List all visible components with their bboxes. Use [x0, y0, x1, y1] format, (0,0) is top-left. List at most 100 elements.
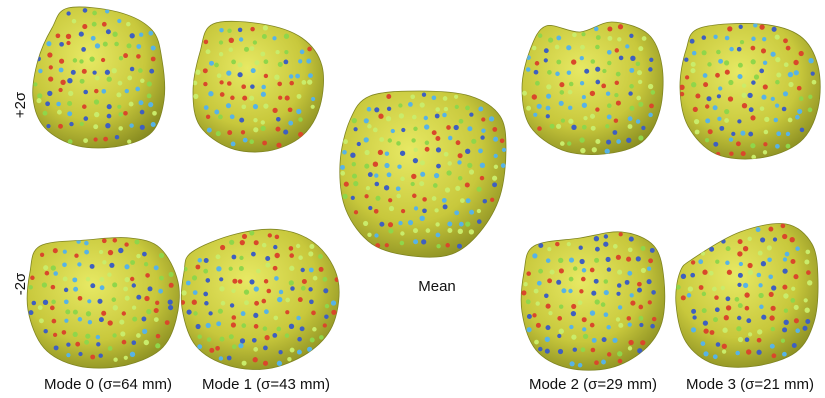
correspondence-point: [725, 305, 732, 311]
correspondence-point: [594, 257, 600, 263]
correspondence-point: [114, 134, 120, 140]
correspondence-point: [227, 28, 232, 34]
correspondence-point: [58, 123, 63, 129]
correspondence-point: [278, 350, 283, 355]
correspondence-point: [296, 93, 302, 99]
correspondence-point: [590, 125, 596, 131]
correspondence-point: [579, 137, 585, 143]
correspondence-point: [458, 118, 464, 124]
correspondence-point: [287, 107, 293, 113]
correspondence-point: [607, 26, 613, 32]
correspondence-point: [146, 81, 152, 87]
correspondence-point: [114, 41, 119, 47]
correspondence-point: [232, 278, 238, 284]
correspondence-point: [274, 234, 280, 240]
correspondence-point: [83, 89, 89, 95]
correspondence-point: [400, 176, 405, 182]
correspondence-point: [149, 68, 155, 74]
correspondence-point: [351, 117, 357, 124]
correspondence-point: [150, 121, 156, 128]
correspondence-point: [56, 109, 62, 115]
correspondence-point: [272, 107, 278, 114]
correspondence-point: [648, 258, 654, 264]
correspondence-point: [123, 286, 128, 292]
correspondence-point: [457, 153, 463, 159]
correspondence-point: [806, 270, 811, 275]
correspondence-point: [400, 208, 406, 214]
correspondence-point: [92, 70, 97, 75]
correspondence-point: [251, 337, 257, 343]
correspondence-point: [639, 322, 644, 328]
correspondence-point: [727, 96, 734, 102]
correspondence-point: [490, 197, 495, 202]
correspondence-point: [735, 141, 741, 147]
correspondence-point: [594, 246, 600, 252]
correspondence-point: [275, 126, 281, 132]
correspondence-point: [85, 311, 92, 317]
correspondence-point: [617, 37, 622, 42]
correspondence-point: [737, 239, 743, 245]
correspondence-point: [158, 288, 164, 294]
correspondence-point: [581, 94, 587, 100]
correspondence-point: [373, 208, 379, 214]
correspondence-point: [121, 311, 126, 316]
correspondence-point: [99, 285, 105, 291]
correspondence-point: [323, 288, 329, 294]
correspondence-point: [192, 290, 198, 295]
correspondence-point: [181, 290, 187, 296]
correspondence-point: [79, 121, 84, 127]
correspondence-point: [367, 172, 373, 178]
correspondence-point: [126, 43, 132, 49]
correspondence-point: [802, 325, 808, 331]
mode-1-minus-shape: [180, 228, 340, 370]
correspondence-point: [535, 301, 540, 306]
correspondence-point: [238, 37, 244, 42]
correspondence-point: [253, 118, 258, 123]
correspondence-point: [544, 336, 550, 342]
correspondence-point: [276, 360, 283, 366]
correspondence-point: [638, 101, 644, 107]
correspondence-point: [605, 124, 610, 129]
correspondence-point: [431, 95, 437, 101]
correspondence-point: [74, 253, 79, 258]
correspondence-point: [703, 82, 709, 88]
correspondence-point: [775, 143, 780, 149]
correspondence-point: [253, 324, 259, 329]
correspondence-point: [51, 299, 56, 305]
correspondence-point: [791, 286, 796, 291]
correspondence-point: [203, 39, 209, 45]
correspondence-point: [791, 343, 797, 348]
correspondence-point: [131, 305, 137, 310]
correspondence-points: [193, 25, 316, 148]
correspondence-point: [254, 60, 260, 66]
correspondence-point: [98, 317, 104, 323]
correspondence-point: [556, 279, 562, 285]
correspondence-point: [593, 278, 599, 284]
correspondence-point: [385, 116, 392, 122]
correspondence-point: [388, 198, 393, 203]
correspondence-point: [136, 294, 142, 300]
correspondence-point: [526, 314, 532, 319]
correspondence-point: [476, 186, 482, 192]
correspondence-point: [261, 242, 267, 248]
correspondence-point: [753, 23, 758, 28]
correspondence-point: [635, 256, 641, 262]
correspondence-point: [453, 124, 459, 131]
correspondence-point: [307, 346, 313, 352]
correspondence-point: [526, 271, 531, 276]
correspondence-point: [793, 318, 799, 324]
correspondence-point: [647, 83, 654, 90]
correspondence-point: [73, 286, 79, 292]
correspondence-point: [148, 30, 154, 36]
correspondence-point: [363, 118, 369, 124]
surface: [521, 21, 664, 155]
correspondence-point: [334, 277, 340, 283]
correspondence-point: [36, 98, 42, 104]
correspondence-point: [44, 270, 50, 276]
correspondence-point: [776, 131, 782, 137]
correspondence-point: [582, 333, 589, 340]
correspondence-point: [94, 43, 101, 49]
correspondence-point: [638, 46, 644, 52]
correspondence-point: [47, 90, 53, 97]
